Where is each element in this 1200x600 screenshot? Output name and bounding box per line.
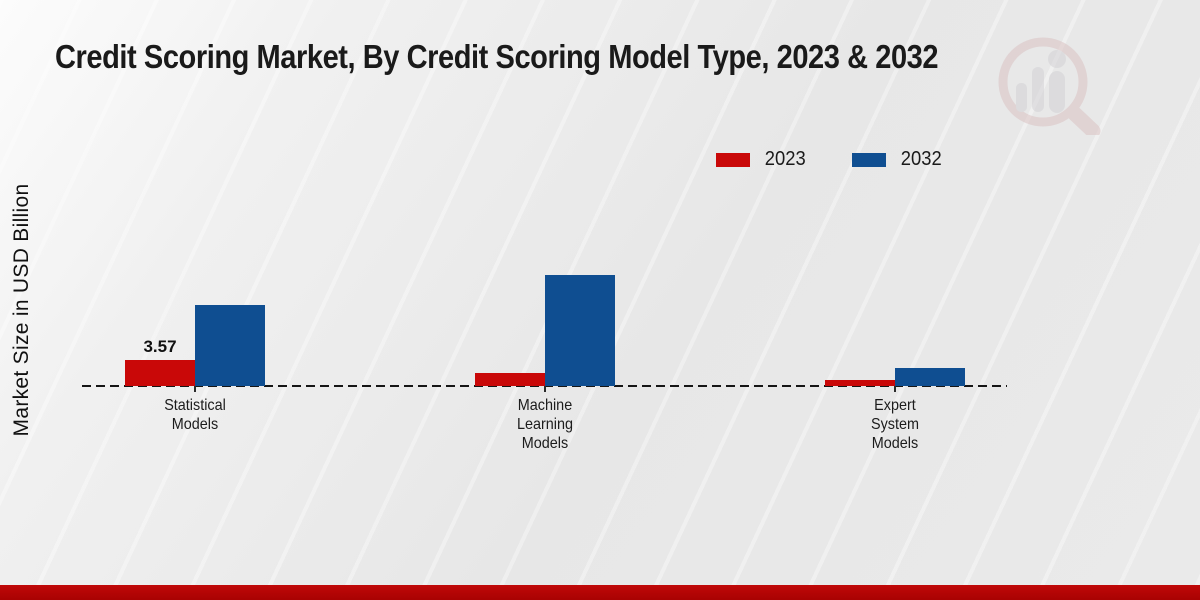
chart-title: Credit Scoring Market, By Credit Scoring… (55, 38, 939, 75)
bar-2032-group2 (545, 275, 615, 386)
x-axis-tick (894, 386, 896, 392)
bar-2032-group1 (195, 305, 265, 386)
legend-swatch-2023 (716, 152, 750, 167)
x-axis-tick (544, 386, 546, 392)
bar-value-label: 3.57 (143, 337, 177, 356)
y-axis-label: Market Size in USD Billion (10, 183, 33, 437)
bar-2032-group3 (895, 368, 965, 386)
legend-label-2023: 2023 (764, 148, 806, 170)
legend-swatch-2032 (851, 152, 886, 167)
legend-item-2023: 2023 (716, 148, 808, 171)
legend-label-2032: 2032 (900, 148, 942, 170)
bar-2023-group2 (475, 373, 545, 386)
category-label: Expert System Models (870, 397, 920, 452)
legend: 2023 2032 (716, 148, 943, 171)
legend-item-2032: 2032 (851, 148, 944, 171)
category-label: Statistical Models (164, 397, 226, 433)
plot-area: 3.57 Statistical Models Machine Learning M… (82, 150, 1007, 452)
category-label: Machine Learning Models (516, 397, 574, 452)
footer-accent-bar (0, 585, 1200, 600)
bar-2023-group1 (125, 360, 195, 386)
magnifier-bar-chart-logo-icon (998, 37, 1101, 135)
x-axis-tick (194, 386, 196, 392)
bar-2023-group3 (825, 380, 895, 386)
